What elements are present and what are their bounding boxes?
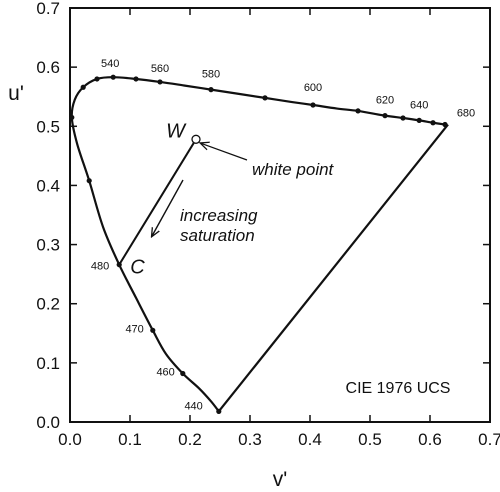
locus-point: [208, 87, 214, 93]
saturation-arrow: [152, 179, 184, 236]
wavelength-label: 540: [101, 58, 119, 70]
plot-frame: [69, 7, 491, 423]
locus-point: [355, 108, 361, 114]
wavelength-label: 620: [376, 95, 394, 107]
locus-point: [442, 121, 448, 128]
locus-point: [110, 74, 116, 80]
y-tick-label: 0.1: [36, 354, 60, 373]
y-tick-label: 0.4: [36, 176, 60, 195]
locus-point: [94, 76, 100, 82]
y-tick-label: 0.5: [36, 117, 60, 136]
locus-point: [157, 79, 163, 85]
axes: 0.0 0.1 0.2 0.3 0.4 0.5 0.6 0.7 0.0 0.1 0.2 0.3 0.4 0…: [36, 0, 500, 449]
locus-point: [69, 114, 75, 121]
saturation-point-letter: C: [130, 257, 145, 279]
locus-point: [382, 113, 388, 119]
purple-line: [217, 123, 449, 413]
x-tick-label: 0.1: [118, 430, 142, 449]
locus-points: [69, 74, 448, 414]
white-point-annotation: white point: [252, 160, 335, 179]
spectral-locus: [70, 76, 449, 413]
wavelength-label: 680: [457, 108, 475, 120]
locus-point: [262, 95, 268, 101]
locus-point: [80, 84, 86, 90]
locus-point: [430, 120, 436, 126]
wavelength-label: 560: [151, 63, 169, 75]
wavelength-label: 460: [156, 367, 174, 379]
saturation-annotation-line: increasing: [180, 206, 258, 225]
locus-point: [310, 102, 316, 108]
y-tick-label: 0.0: [36, 413, 60, 432]
y-axis-label: u': [8, 82, 24, 105]
white-point-letter: W: [166, 120, 187, 142]
white-point-arrow: [201, 143, 248, 161]
x-tick-label: 0.3: [238, 430, 262, 449]
wavelength-labels: 440 460 470 480 540 560 580 600 620 640 680: [91, 58, 475, 412]
locus-point: [216, 408, 222, 414]
wavelength-label: 600: [304, 82, 322, 94]
locus-point: [180, 370, 186, 377]
chart-caption: CIE 1976 UCS: [346, 380, 451, 397]
y-tick-label: 0.3: [36, 236, 60, 255]
y-tick-label: 0.2: [36, 295, 60, 314]
y-tick-label: 0.7: [36, 0, 60, 18]
x-tick-label: 0.7: [478, 430, 500, 449]
y-tick-label: 0.6: [36, 58, 60, 77]
wavelength-label: 640: [410, 99, 428, 111]
wavelength-label: 480: [91, 261, 109, 273]
locus-point: [400, 115, 406, 121]
x-tick-label: 0.0: [58, 430, 82, 449]
wavelength-label: 580: [202, 69, 220, 81]
x-axis-label: v': [273, 468, 288, 491]
wavelength-label: 440: [184, 400, 202, 412]
x-tick-label: 0.6: [418, 430, 442, 449]
x-tick-label: 0.4: [298, 430, 322, 449]
saturation-annotation-line: saturation: [180, 226, 255, 245]
x-tick-label: 0.2: [178, 430, 202, 449]
locus-point: [86, 178, 92, 184]
white-point-marker: [191, 134, 201, 144]
wavelength-label: 470: [125, 323, 143, 335]
saturation-line: [118, 138, 197, 266]
locus-point: [150, 327, 156, 333]
locus-point: [133, 76, 139, 82]
locus-point: [416, 117, 422, 123]
x-tick-label: 0.5: [358, 430, 382, 449]
